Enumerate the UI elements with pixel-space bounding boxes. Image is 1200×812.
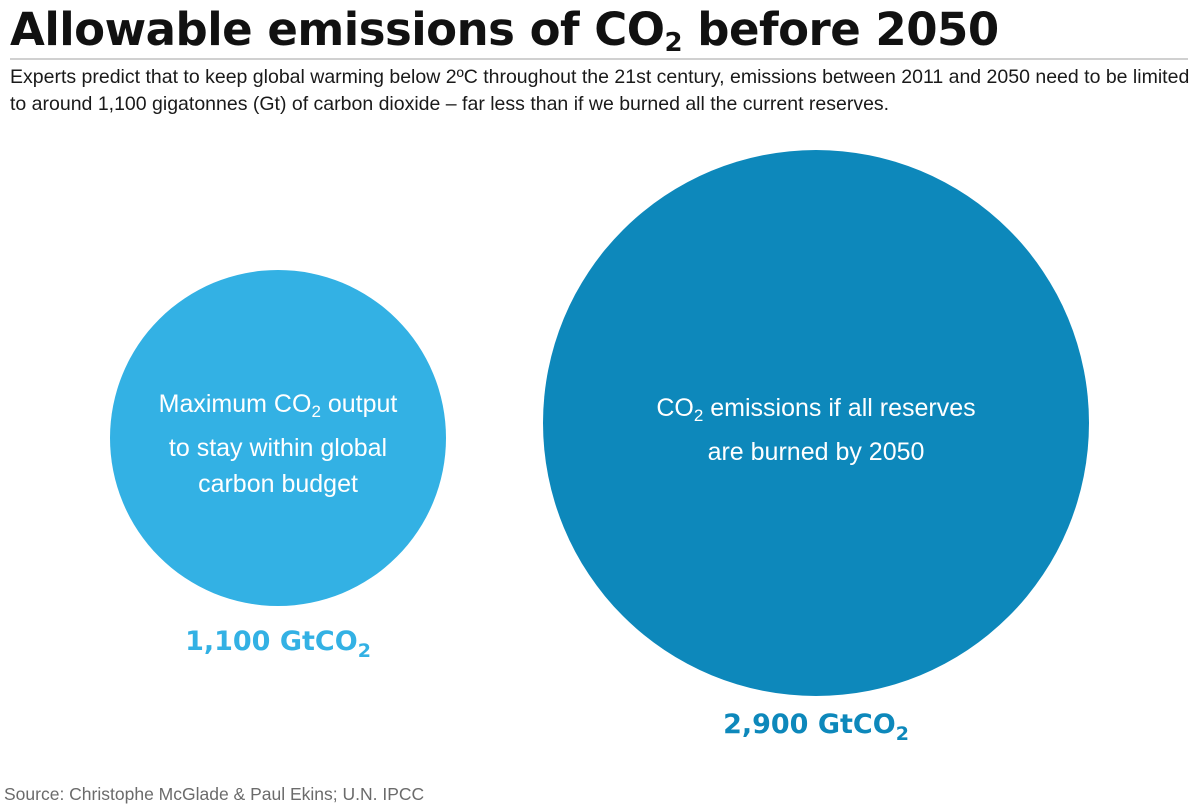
budget-circle-label: Maximum CO2 output to stay within global… — [158, 390, 398, 498]
budget-circle — [110, 270, 446, 606]
chart-subtitle: Experts predict that to keep global warm… — [10, 66, 1190, 115]
reserves-circle — [543, 150, 1089, 696]
page-title: Allowable emissions of CO2 before 2050 — [10, 3, 999, 58]
title-divider — [10, 58, 1188, 60]
source-note: Source: Christophe McGlade & Paul Ekins;… — [4, 784, 425, 804]
reserves-circle-label: CO2 emissions if all reserves are burned… — [656, 394, 976, 466]
reserves-value-label: 2,900 GtCO2 — [723, 709, 909, 745]
budget-value-label: 1,100 GtCO2 — [185, 626, 371, 662]
